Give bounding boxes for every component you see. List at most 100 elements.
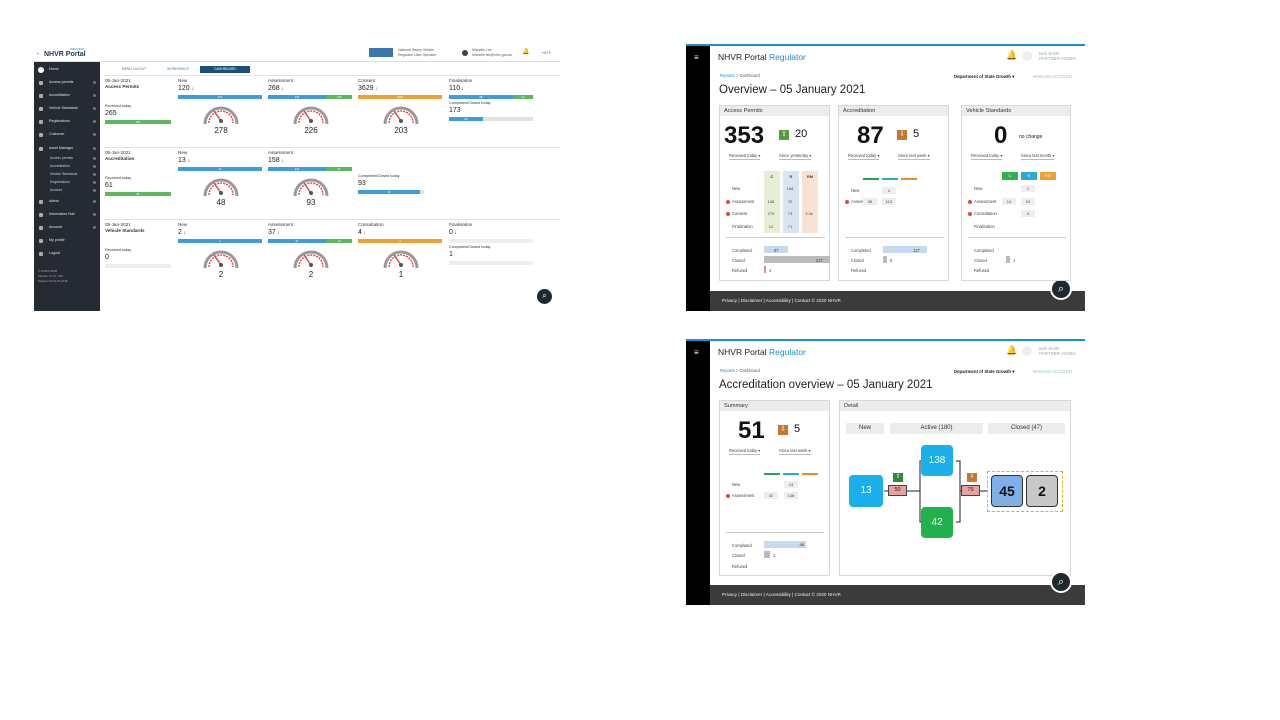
stage-bar-secondary[interactable]: 37 bbox=[326, 167, 352, 171]
count-cell[interactable]: 36 bbox=[863, 198, 877, 205]
row-name[interactable]: Vehicle Standards bbox=[105, 228, 145, 233]
sidebar-subitem[interactable]: Account bbox=[34, 186, 100, 194]
user-info[interactable]: Bob Smith PARTNER ADMIN bbox=[1039, 51, 1076, 61]
stage-bar[interactable]: 132 bbox=[268, 95, 326, 99]
stage-bar[interactable]: 4 bbox=[358, 239, 442, 243]
count-cell[interactable]: 4 bbox=[1021, 210, 1035, 217]
stage-bar-secondary[interactable]: 22 bbox=[513, 95, 533, 99]
manage-account-link[interactable]: MANAGE ACCOUNT bbox=[1033, 369, 1073, 374]
tab-active[interactable]: Active (180) bbox=[890, 423, 983, 434]
stage-bar[interactable]: 21 bbox=[268, 239, 326, 243]
count-cell[interactable]: 3.4k bbox=[805, 211, 813, 216]
count-cell[interactable]: 71 bbox=[787, 223, 793, 229]
count-cell[interactable]: 42 bbox=[764, 492, 778, 499]
stage-bar[interactable]: 13 bbox=[178, 167, 262, 171]
closed-bar[interactable]: 90 bbox=[449, 117, 483, 121]
sidebar-item-vehicle-standards[interactable]: Vehicle Standards bbox=[34, 103, 100, 114]
done-bar[interactable] bbox=[883, 256, 887, 263]
tab-workspace[interactable]: WORKSPACE bbox=[167, 67, 189, 71]
sidebar-item-accreditation[interactable]: Accreditation bbox=[34, 90, 100, 101]
column-header[interactable]: C bbox=[1002, 172, 1018, 180]
tab-new[interactable]: New bbox=[846, 423, 884, 434]
period-select[interactable]: Received today ▾ bbox=[848, 153, 880, 160]
flow-new[interactable]: 13 bbox=[849, 475, 883, 507]
menu-icon[interactable]: ≡ bbox=[37, 51, 40, 56]
compare-select[interactable]: Since last week ▾ bbox=[898, 153, 930, 160]
user-name[interactable]: Michelle Lee bbox=[472, 48, 492, 52]
manage-account-link[interactable]: MANAGE ACCOUNT bbox=[1033, 74, 1073, 79]
count-cell[interactable]: 4 bbox=[882, 187, 896, 194]
bell-icon[interactable]: 🔔 bbox=[522, 49, 530, 55]
tab-menu-layout[interactable]: MENU LAYOUT bbox=[121, 67, 147, 71]
count-cell[interactable]: 138 bbox=[784, 492, 798, 499]
stage-bar[interactable]: 88 bbox=[449, 95, 513, 99]
department-select[interactable]: Department of State Growth ▾ bbox=[954, 369, 1015, 374]
menu-icon[interactable]: ≡ bbox=[694, 53, 699, 62]
count-cell[interactable]: 1 bbox=[1021, 185, 1035, 192]
compare-select[interactable]: Since last week ▾ bbox=[779, 448, 811, 455]
done-bar[interactable] bbox=[883, 246, 927, 253]
sidebar-subitem[interactable]: Access permits bbox=[34, 154, 100, 162]
completed-bar[interactable]: 45 bbox=[764, 541, 806, 548]
breadcrumb-home[interactable]: Reports bbox=[720, 368, 735, 373]
sidebar-subitem[interactable]: Registrations bbox=[34, 178, 100, 186]
stage-bar-secondary[interactable]: 136 bbox=[326, 95, 352, 99]
row-name[interactable]: Access Permits bbox=[105, 84, 140, 89]
brand-title[interactable]: NHVR Portal Regulator bbox=[718, 347, 806, 357]
flow-active-top[interactable]: 138 bbox=[921, 445, 953, 476]
stage-bar[interactable]: 121 bbox=[268, 167, 326, 171]
done-bar[interactable] bbox=[1006, 256, 1010, 263]
gate-finalisation[interactable]: 75 bbox=[961, 485, 980, 496]
stage-bar[interactable]: 120 bbox=[178, 95, 262, 99]
count-cell[interactable]: 13 bbox=[784, 481, 798, 488]
count-cell[interactable]: 113 bbox=[882, 198, 896, 205]
menu-icon[interactable]: ≡ bbox=[694, 348, 699, 357]
tab-dashboard[interactable]: DASHBOARD bbox=[200, 66, 250, 73]
count-cell[interactable]: 279 bbox=[767, 211, 775, 216]
bell-icon[interactable]: 🔔 bbox=[1006, 345, 1018, 355]
user-avatar[interactable] bbox=[462, 50, 468, 56]
column-header[interactable]: R bbox=[1021, 172, 1037, 180]
brand-title[interactable]: NHVR Portal Regulator bbox=[718, 52, 806, 62]
compare-select[interactable]: Since yesterday ▾ bbox=[779, 153, 812, 160]
sidebar-item-admin[interactable]: Admin bbox=[34, 196, 100, 207]
sidebar-subitem[interactable]: Vehicle Standards bbox=[34, 170, 100, 178]
sidebar-item-information-hub[interactable]: Information Hub bbox=[34, 209, 100, 220]
received-bar[interactable]: 61 bbox=[105, 192, 171, 196]
sidebar-item-logout[interactable]: Logout bbox=[34, 248, 100, 259]
search-zoom-icon[interactable]: ⌕ bbox=[537, 289, 552, 304]
avatar[interactable] bbox=[1022, 346, 1032, 356]
stage-bar-secondary[interactable]: 16 bbox=[326, 239, 352, 243]
flow-closed[interactable]: 2 bbox=[1026, 475, 1058, 507]
flow-completed[interactable]: 45 bbox=[991, 475, 1023, 507]
sidebar-item-account[interactable]: Account bbox=[34, 222, 100, 233]
sidebar-item-home[interactable]: Home bbox=[34, 64, 100, 75]
count-cell[interactable]: 73 bbox=[787, 211, 793, 216]
done-bar[interactable] bbox=[764, 246, 788, 253]
breadcrumb-home[interactable]: Reports bbox=[720, 73, 735, 78]
avatar[interactable] bbox=[1022, 51, 1032, 61]
received-bar[interactable]: 265 bbox=[105, 120, 171, 124]
done-bar[interactable] bbox=[764, 266, 766, 273]
gate-assessment[interactable]: 50 bbox=[888, 485, 907, 496]
search-zoom-icon[interactable]: ⌕ bbox=[1050, 571, 1072, 593]
closed-bar[interactable] bbox=[764, 551, 770, 558]
count-cell[interactable]: 14 bbox=[1002, 197, 1016, 205]
help-link[interactable]: HELP bbox=[542, 51, 552, 55]
user-info[interactable]: Bob Smith PARTNER ADMIN bbox=[1039, 346, 1076, 356]
column-header[interactable]: RM bbox=[1040, 172, 1056, 180]
sidebar-item-asset-manager[interactable]: Asset Manager bbox=[34, 143, 100, 154]
department-select[interactable]: Department of State Growth ▾ bbox=[954, 74, 1015, 79]
count-cell[interactable]: 24 bbox=[1021, 197, 1035, 205]
period-select[interactable]: Received today ▾ bbox=[729, 153, 761, 160]
bell-icon[interactable]: 🔔 bbox=[1006, 50, 1018, 60]
count-cell[interactable]: 138 bbox=[767, 198, 775, 204]
search-zoom-icon[interactable]: ⌕ bbox=[1050, 278, 1072, 300]
period-select[interactable]: Received today ▾ bbox=[971, 153, 1003, 160]
sidebar-item-customer[interactable]: Customer bbox=[34, 129, 100, 140]
closed-bar[interactable]: 93 bbox=[358, 190, 420, 194]
tab-closed[interactable]: Closed (47) bbox=[988, 423, 1065, 434]
period-select[interactable]: Received today ▾ bbox=[729, 448, 761, 455]
sidebar-item-my-profile[interactable]: My profile bbox=[34, 235, 100, 246]
done-bar[interactable] bbox=[764, 256, 830, 263]
